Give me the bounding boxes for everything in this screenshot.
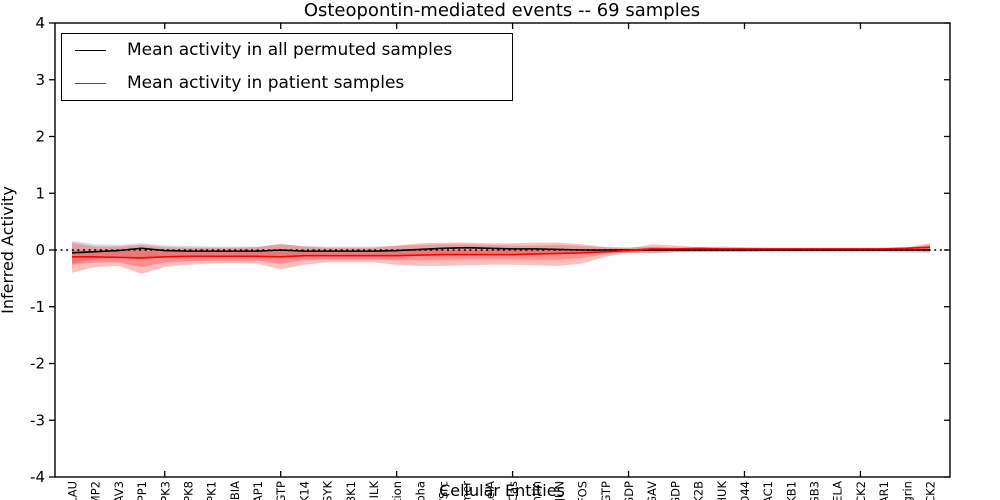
y-tick-label: -1: [30, 298, 45, 316]
x-tick-label: ROCK2: [854, 481, 868, 500]
x-tick-label: SPP1: [135, 481, 149, 500]
x-tick-label: RAC1: [761, 481, 775, 500]
x-tick-label: FOS: [576, 481, 590, 500]
x-tick-label: VAV3: [112, 481, 126, 500]
x-axis-title: Cellular Entities: [439, 481, 565, 500]
x-tick-label: mol:GDP: [622, 481, 636, 500]
x-tick-label: ILK: [367, 481, 381, 499]
x-tick-label: MAPK8: [181, 481, 195, 500]
x-tick-label: CHUK: [715, 481, 729, 500]
legend-entry-permuted: Mean activity in all permuted samples: [62, 34, 512, 67]
x-tick-label: NF kappa B1 p50/RelA/I kappa B alpha: [413, 481, 427, 500]
x-tick-label: NFKB1: [784, 481, 798, 500]
permuted-mean-line: [71, 246, 930, 254]
y-tick-label: 3: [35, 71, 45, 89]
x-tick-label: NFKBIA: [228, 481, 242, 500]
patient-mean-line: [72, 246, 931, 259]
legend-entry-patient: Mean activity in patient samples: [62, 67, 512, 100]
x-tick-label: alphaV/beta3 Integrin/Osteopontin: [529, 481, 543, 500]
y-tick-label: -4: [30, 468, 45, 486]
x-tick-label: Rac1/GDP: [668, 481, 682, 500]
x-tick-label: CD44/Rho Family GTPase/ROCK2: [924, 481, 938, 500]
x-tick-label: ITGAV: [645, 481, 659, 500]
legend-label-patient: Mean activity in patient samples: [127, 73, 405, 93]
y-tick-label: -3: [30, 411, 45, 429]
x-tick-label: MAP3K1: [344, 481, 358, 500]
y-tick-label: 0: [35, 241, 45, 259]
plot-area: 4 3 2 1 0 -1 -2 -3 -4 PLAU MMP2 VAV3 SPP1 MAPK3 MAPK8 M…: [30, 14, 951, 500]
x-tick-label: PYK2/p130Cas: [506, 481, 520, 500]
x-tick-label: MAP3K14: [297, 481, 311, 500]
x-tick-label: alphaV/beta3 Integrin/Osteopontin/Src: [437, 481, 451, 500]
x-tick-label: MAPK3: [158, 481, 172, 500]
x-tick-label: JUN: [552, 481, 566, 500]
x-tick-label: AP1: [251, 481, 265, 500]
x-tick-label: ITGB3: [808, 481, 822, 500]
x-tick-label: SYK: [321, 481, 335, 500]
y-tick-label: 4: [35, 14, 45, 32]
x-tick-label: MAPK1: [205, 481, 219, 500]
legend: Mean activity in all permuted samples Me…: [61, 33, 513, 101]
y-tick-label: -2: [30, 355, 45, 373]
x-tick-label: mol:GTP: [599, 481, 613, 500]
y-tick-label: 2: [35, 128, 45, 146]
permuted-band: [72, 240, 930, 264]
chart-title: Osteopontin-mediated events -- 69 sample…: [304, 0, 700, 21]
x-tick-label: PLAU: [66, 481, 80, 500]
patient-line-swatch: [75, 83, 106, 84]
y-tick-label: 1: [35, 184, 45, 202]
x-tick-label: PTK2B: [692, 481, 706, 500]
x-tick-label: alphaV beta3 Integrin: [900, 481, 914, 500]
x-tick-label: CD44: [738, 481, 752, 500]
permuted-line-swatch: [75, 50, 106, 51]
x-tick-label: Rac1/GTP: [274, 481, 288, 500]
x-tick-label: NF kappa B1 p50/RelA: [483, 481, 497, 500]
x-tick-label: MMP2: [89, 481, 103, 500]
x-tick-label: RELA: [831, 481, 845, 500]
legend-label-permuted: Mean activity in all permuted samples: [127, 40, 453, 60]
x-tick-label: bone resorption: [390, 481, 404, 500]
x-tick-label: BCAR1: [877, 481, 891, 500]
y-axis-title: Inferred Activity: [0, 186, 17, 314]
x-tick-label: IKK alpha homodimer: [460, 481, 474, 500]
